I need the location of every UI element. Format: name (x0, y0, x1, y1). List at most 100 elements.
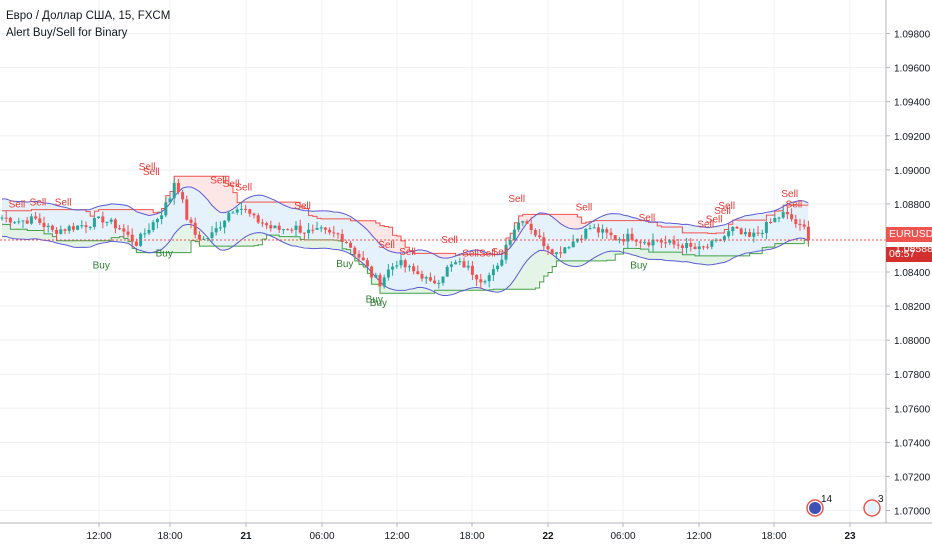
candle-body (29, 216, 33, 224)
candle-body (113, 219, 117, 229)
candle-body (126, 231, 130, 235)
candle-body (223, 220, 227, 228)
candle-body (601, 229, 605, 233)
candle-body (538, 235, 542, 238)
candle-body (638, 241, 642, 243)
candle-body (315, 227, 319, 230)
event-icon-2[interactable] (863, 499, 881, 517)
candle-body (802, 224, 806, 227)
signal-sell-22: Sell (781, 189, 798, 200)
time-tick-label: 22 (542, 531, 554, 542)
candle-body (739, 228, 743, 235)
signal-sell-10: Sell (399, 247, 416, 258)
candle-body (727, 231, 731, 237)
candle-body (529, 223, 533, 231)
time-tick-label: 23 (844, 531, 856, 542)
candle-body (512, 229, 516, 241)
candle-body (277, 225, 281, 230)
candle-body (46, 225, 50, 228)
candle-body (59, 229, 63, 234)
lower-band-line (1, 223, 809, 297)
candle-body (756, 232, 760, 234)
candle-body (676, 244, 680, 246)
candle-body (118, 228, 122, 230)
candle-body (664, 242, 668, 244)
signal-buy-28: Buy (370, 298, 387, 309)
candle-body (470, 265, 474, 275)
candle-body (504, 244, 508, 260)
candle-body (76, 225, 80, 230)
candle-body (349, 242, 353, 248)
candle-body (563, 247, 567, 254)
candles (0, 178, 810, 289)
signal-sell-12: Sell (462, 249, 479, 260)
signal-sell-2: Sell (55, 198, 72, 209)
time-tick-label: 12:00 (86, 531, 111, 542)
candle-body (34, 216, 38, 219)
candle-body (130, 234, 134, 242)
candle-body (193, 222, 197, 235)
candle-body (25, 220, 29, 224)
flag-icon (809, 502, 821, 514)
event-count-1: 14 (821, 494, 833, 505)
lower-channel-line (2, 223, 809, 294)
candle-body (134, 241, 138, 246)
event-icon-1[interactable] (806, 499, 824, 517)
candle-body (361, 257, 365, 261)
last-price-label: EURUSD 1.08588 (886, 227, 932, 255)
candle-body (378, 274, 382, 287)
price-tick-label: 1.08400 (894, 268, 931, 279)
candle-body (185, 199, 189, 220)
signal-sell-9: Sell (378, 240, 395, 251)
candle-body (542, 237, 546, 247)
price-tick-label: 1.07400 (894, 438, 931, 449)
candle-body (790, 214, 794, 220)
middle-zone-fill (2, 186, 809, 296)
candle-body (252, 213, 256, 216)
candle-body (202, 238, 206, 240)
candle-body (353, 247, 357, 255)
candle-body (290, 229, 294, 231)
candle-body (466, 265, 470, 268)
time-tick-label: 12:00 (384, 531, 409, 542)
signal-sell-20: Sell (714, 206, 731, 217)
candle-body (701, 246, 705, 248)
candle-body (424, 277, 428, 279)
candle-body (777, 217, 781, 219)
candle-body (160, 215, 164, 219)
candle-body (710, 240, 714, 247)
candle-body (798, 223, 802, 225)
candle-body (50, 225, 54, 230)
candle-body (420, 273, 424, 279)
candle-body (626, 233, 630, 242)
signal-sell-23: Sell (786, 199, 803, 210)
candle-body (122, 228, 126, 232)
candle-body (659, 240, 663, 243)
time-tick-label: 18:00 (459, 531, 484, 542)
candle-body (769, 222, 773, 224)
price-tick-label: 1.09600 (894, 64, 931, 75)
candle-body (336, 233, 340, 235)
candle-body (672, 240, 676, 245)
candle-body (231, 212, 235, 214)
symbol-title: Евро / Доллар США, 15, FXCM (6, 10, 171, 22)
signal-sell-14: Sell (492, 247, 509, 258)
flag-icon (866, 502, 878, 514)
price-tick-label: 1.07200 (894, 472, 931, 483)
candle-body (210, 232, 214, 238)
candle-body (147, 230, 151, 234)
candle-body (689, 243, 693, 247)
price-tick-label: 1.07000 (894, 506, 931, 517)
candle-body (370, 266, 374, 278)
candle-body (218, 227, 222, 229)
candle-body (617, 239, 621, 241)
signal-sell-15: Sell (508, 194, 525, 205)
time-tick-label: 18:00 (157, 531, 182, 542)
candle-body (525, 221, 529, 224)
signal-buy-25: Buy (156, 249, 173, 260)
candle-body (189, 219, 193, 223)
candle-body (109, 219, 113, 222)
candle-body (395, 265, 399, 267)
candle-body (294, 225, 298, 230)
